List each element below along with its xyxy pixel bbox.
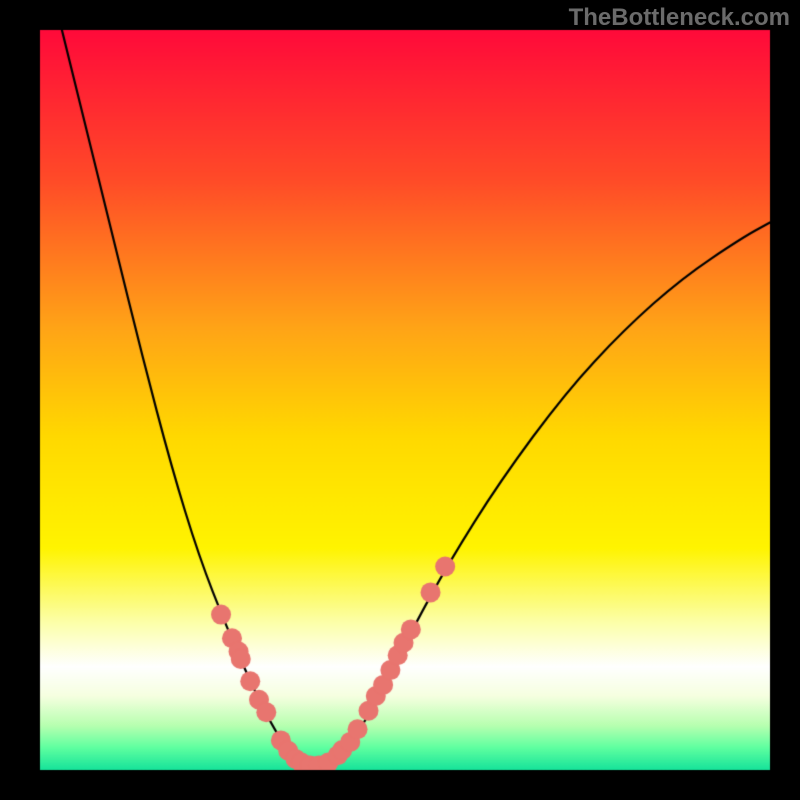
chart-stage: TheBottleneck.com (0, 0, 800, 800)
chart-canvas (0, 0, 800, 800)
watermark-text: TheBottleneck.com (569, 4, 790, 32)
